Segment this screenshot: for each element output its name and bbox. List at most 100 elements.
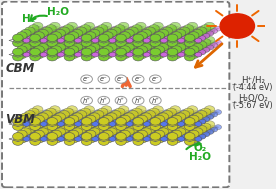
Circle shape (162, 116, 172, 123)
Circle shape (175, 128, 186, 135)
Circle shape (166, 128, 176, 136)
Circle shape (204, 121, 215, 128)
Circle shape (187, 28, 198, 35)
Circle shape (199, 36, 206, 41)
Circle shape (107, 35, 117, 42)
Circle shape (163, 125, 170, 130)
Circle shape (193, 127, 200, 132)
Circle shape (31, 33, 38, 38)
Circle shape (198, 110, 205, 115)
Circle shape (114, 123, 125, 131)
Circle shape (101, 111, 112, 119)
Circle shape (79, 134, 86, 139)
Circle shape (137, 115, 147, 123)
Circle shape (179, 116, 190, 123)
Circle shape (59, 125, 70, 133)
Circle shape (187, 111, 198, 119)
Circle shape (101, 36, 112, 44)
Circle shape (20, 49, 31, 56)
Circle shape (192, 128, 203, 135)
Circle shape (184, 138, 195, 145)
Circle shape (42, 41, 52, 49)
Circle shape (46, 30, 56, 37)
Circle shape (128, 125, 138, 133)
Circle shape (147, 50, 154, 55)
Circle shape (120, 136, 130, 143)
Circle shape (175, 43, 186, 51)
Circle shape (125, 112, 132, 117)
Circle shape (183, 39, 194, 46)
Circle shape (76, 116, 87, 123)
Circle shape (196, 27, 207, 35)
Circle shape (186, 132, 192, 137)
Circle shape (120, 130, 130, 138)
Circle shape (30, 39, 40, 47)
Circle shape (138, 114, 145, 119)
Circle shape (154, 130, 164, 138)
Circle shape (76, 46, 87, 54)
Circle shape (129, 40, 136, 45)
Circle shape (104, 45, 110, 50)
Circle shape (86, 45, 93, 50)
Circle shape (141, 49, 151, 56)
Circle shape (30, 53, 40, 61)
Circle shape (154, 115, 164, 123)
Circle shape (150, 133, 161, 140)
Circle shape (200, 108, 211, 116)
Circle shape (211, 127, 217, 132)
Circle shape (164, 50, 171, 55)
Circle shape (145, 116, 155, 123)
Circle shape (96, 36, 103, 41)
Circle shape (196, 111, 207, 118)
Text: CBM: CBM (6, 62, 35, 75)
Circle shape (203, 47, 210, 52)
Circle shape (175, 35, 186, 42)
Circle shape (72, 128, 83, 135)
Circle shape (204, 106, 215, 113)
Circle shape (110, 131, 121, 138)
Text: h⁺: h⁺ (152, 98, 159, 104)
Circle shape (77, 110, 84, 115)
Circle shape (168, 132, 175, 137)
Circle shape (108, 112, 115, 117)
Circle shape (145, 111, 155, 118)
Circle shape (57, 38, 64, 43)
Circle shape (57, 52, 64, 57)
Circle shape (97, 39, 108, 46)
Circle shape (136, 42, 146, 49)
Circle shape (189, 46, 199, 53)
Circle shape (189, 130, 199, 138)
Circle shape (193, 112, 200, 117)
Circle shape (100, 132, 107, 137)
Circle shape (50, 28, 60, 35)
Circle shape (207, 31, 214, 36)
Circle shape (110, 46, 121, 54)
Circle shape (114, 25, 125, 32)
Circle shape (89, 113, 100, 120)
Circle shape (116, 53, 126, 61)
Circle shape (189, 115, 199, 123)
Circle shape (184, 34, 195, 42)
Circle shape (117, 47, 124, 52)
Circle shape (155, 129, 162, 134)
Circle shape (115, 75, 127, 83)
Circle shape (162, 46, 172, 54)
Circle shape (93, 116, 104, 123)
Circle shape (57, 122, 64, 126)
Circle shape (133, 123, 144, 130)
Circle shape (107, 49, 117, 56)
Circle shape (38, 133, 48, 141)
Circle shape (204, 126, 215, 133)
Circle shape (129, 26, 136, 31)
Circle shape (97, 113, 108, 121)
Circle shape (25, 46, 35, 54)
Circle shape (195, 136, 202, 141)
Circle shape (154, 120, 164, 128)
Circle shape (69, 114, 76, 119)
Circle shape (170, 121, 181, 128)
Circle shape (170, 28, 181, 35)
Text: H₂O: H₂O (47, 7, 68, 17)
Circle shape (184, 118, 195, 125)
Circle shape (110, 32, 121, 40)
Circle shape (171, 115, 182, 123)
